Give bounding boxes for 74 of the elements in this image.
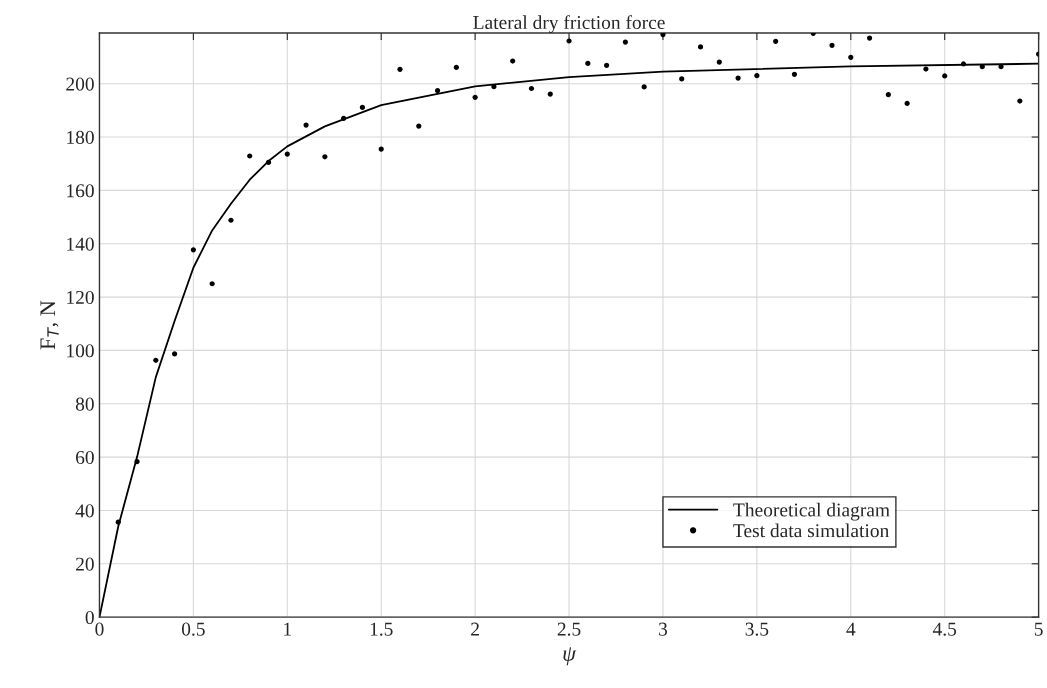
x-tick-label: 4 xyxy=(846,622,856,636)
y-tick-label: 160 xyxy=(67,184,94,198)
point xyxy=(942,73,948,79)
point xyxy=(284,151,290,157)
point xyxy=(979,64,985,70)
point xyxy=(528,85,535,92)
x-tick-label: 0 xyxy=(95,622,104,636)
point xyxy=(791,71,798,77)
chart-title: Lateral dry friction force xyxy=(473,15,665,34)
point xyxy=(172,351,178,357)
point xyxy=(434,88,441,94)
point xyxy=(829,42,835,48)
y-tick-label: 180 xyxy=(67,130,94,144)
point xyxy=(622,39,628,45)
x-axis-title: ψ xyxy=(563,647,577,666)
y-tick-label: 40 xyxy=(75,504,94,518)
x-tick-label: 3.5 xyxy=(745,622,769,636)
point xyxy=(378,146,384,152)
point xyxy=(904,100,910,107)
point xyxy=(416,123,422,129)
point xyxy=(604,62,610,68)
point xyxy=(585,60,591,67)
point xyxy=(115,519,121,525)
y-tick-label: 0 xyxy=(85,610,94,625)
y-tick-label: 60 xyxy=(75,450,94,465)
point xyxy=(547,91,553,97)
y-tick-label: 80 xyxy=(75,397,94,411)
point xyxy=(716,59,722,65)
y-tick-label: 140 xyxy=(67,237,94,251)
x-tick-label: 2 xyxy=(471,622,479,636)
point xyxy=(134,459,140,465)
point xyxy=(566,38,572,44)
point xyxy=(998,64,1004,70)
y-axis-title: F$_{T}$, N xyxy=(40,300,59,350)
point xyxy=(923,66,929,72)
x-tick-label: 0.5 xyxy=(181,622,205,636)
y-tick-label: 120 xyxy=(67,290,94,305)
y-tick-label: 20 xyxy=(76,557,94,571)
point xyxy=(265,159,272,165)
point xyxy=(247,153,253,159)
point xyxy=(866,35,873,41)
point xyxy=(641,84,647,90)
point xyxy=(848,54,854,60)
point xyxy=(153,357,159,363)
x-tick-label: 4.5 xyxy=(932,622,957,636)
point xyxy=(359,104,366,111)
point xyxy=(697,44,704,50)
point xyxy=(228,217,234,223)
point xyxy=(773,38,779,44)
y-tick-label: 200 xyxy=(66,77,94,91)
point xyxy=(735,75,741,81)
point xyxy=(472,94,478,100)
point xyxy=(209,281,215,287)
point xyxy=(1017,98,1023,104)
point xyxy=(754,73,760,79)
point xyxy=(322,154,328,160)
y-tick-label: 100 xyxy=(67,344,94,358)
point xyxy=(885,92,891,98)
point xyxy=(397,66,403,72)
x-tick-label: 5 xyxy=(1034,622,1043,636)
point xyxy=(491,84,497,90)
point xyxy=(453,64,459,71)
point xyxy=(341,115,347,121)
x-tick-label: 2.5 xyxy=(557,622,581,636)
point xyxy=(679,76,685,82)
legend-label: Theoretical diagram xyxy=(733,502,890,521)
x-tick-label: 1 xyxy=(284,622,291,636)
x-tick-label: 1.5 xyxy=(370,622,393,636)
point xyxy=(190,247,196,253)
point xyxy=(960,61,967,67)
point xyxy=(303,122,309,128)
x-tick-label: 3 xyxy=(659,622,668,636)
legend-label: Test data simulation xyxy=(733,523,889,538)
point xyxy=(510,58,516,64)
